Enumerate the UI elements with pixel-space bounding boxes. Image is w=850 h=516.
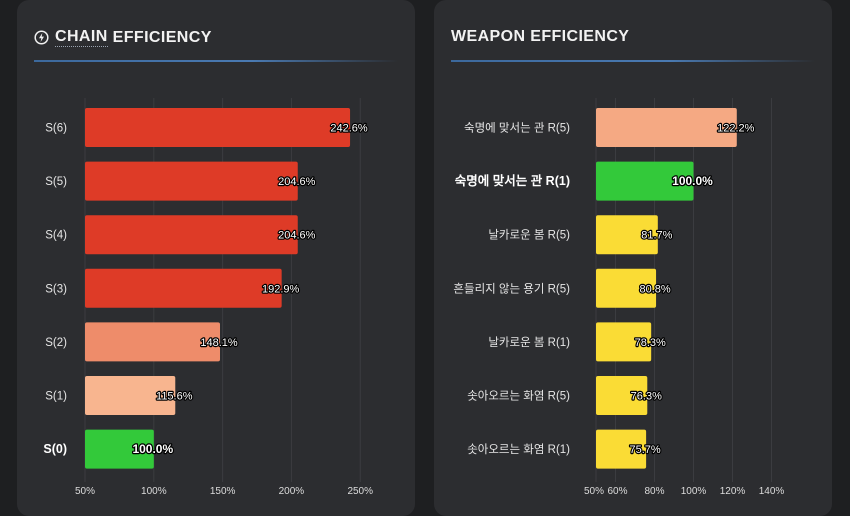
x-tick-label: 50% (584, 486, 604, 497)
value-label: 204.6% (278, 230, 316, 242)
x-tick-label: 140% (759, 486, 785, 497)
x-tick-label: 60% (607, 486, 627, 497)
value-label: 148.1% (200, 337, 238, 349)
chain-title-prefix[interactable]: CHAIN (55, 28, 108, 47)
value-label: 115.6% (156, 391, 193, 403)
bar[interactable] (596, 322, 652, 362)
chain-efficiency-panel: CHAIN EFFICIENCY 50% 100% 150% 200% 250% S(6)… (17, 0, 415, 516)
weapon-title-underline (451, 60, 815, 62)
x-tick-label: 80% (644, 486, 664, 497)
value-label: 204.6% (278, 176, 316, 188)
x-tick-label: 100% (681, 486, 707, 497)
category-label: 숙명에 맞서는 관 R(1) (455, 173, 570, 188)
value-label: 100.0% (672, 174, 713, 188)
bar[interactable] (85, 215, 298, 255)
weapon-panel-title: WEAPON EFFICIENCY (451, 28, 630, 45)
category-label: S(6) (45, 123, 67, 135)
chain-title-rest: EFFICIENCY (112, 28, 212, 46)
value-label: 81.7% (641, 230, 672, 242)
bar[interactable] (85, 108, 351, 147)
bar[interactable] (85, 268, 282, 308)
lightning-bolt-icon[interactable] (34, 30, 49, 45)
chain-title-underline (34, 60, 398, 62)
bar[interactable] (85, 429, 154, 469)
weapon-efficiency-panel: WEAPON EFFICIENCY 50% 60% 80% 100% 120% 140% 숙… (434, 0, 832, 516)
value-label: 76.3% (631, 391, 662, 403)
chain-panel-title: CHAIN EFFICIENCY (34, 28, 212, 47)
x-tick-label: 200% (279, 486, 305, 497)
category-label: 날카로운 봄 R(5) (488, 229, 570, 242)
category-label: 솟아오르는 화염 R(5) (467, 390, 570, 403)
category-label: S(5) (45, 176, 67, 188)
x-tick-label: 50% (75, 486, 95, 497)
x-tick-label: 150% (210, 486, 236, 497)
x-tick-label: 120% (720, 486, 746, 497)
category-label: S(2) (45, 337, 67, 349)
bar[interactable] (596, 161, 694, 201)
value-label: 242.6% (330, 123, 368, 135)
value-label: 78.3% (635, 337, 666, 349)
category-label: 날카로운 봄 R(1) (488, 336, 570, 349)
bar[interactable] (596, 376, 648, 415)
bar[interactable] (596, 268, 657, 308)
x-tick-label: 250% (347, 486, 373, 497)
bar[interactable] (85, 161, 298, 201)
weapon-efficiency-chart: 50% 60% 80% 100% 120% 140% 숙명에 맞서는 관 R(5) 122.2… (453, 98, 785, 497)
category-label: 숙명에 맞서는 관 R(5) (464, 122, 570, 135)
value-label: 192.9% (262, 283, 300, 295)
value-label: 75.7% (630, 444, 661, 456)
bar[interactable] (85, 322, 221, 362)
value-label: 100.0% (132, 442, 173, 456)
value-label: 80.8% (639, 283, 670, 295)
category-label: S(1) (45, 391, 67, 403)
value-label: 122.2% (717, 123, 755, 135)
bar[interactable] (596, 108, 737, 147)
category-label: S(0) (43, 442, 67, 456)
category-label: S(4) (45, 230, 67, 242)
bar[interactable] (596, 429, 647, 469)
x-tick-label: 100% (141, 486, 167, 497)
category-label: 흔들리지 않는 용기 R(5) (453, 282, 570, 295)
bar[interactable] (596, 215, 658, 255)
category-label: S(3) (45, 283, 67, 295)
bar[interactable] (85, 376, 176, 415)
chain-efficiency-chart: 50% 100% 150% 200% 250% S(6) 242.6% S(5) 204.6% S… (43, 98, 373, 497)
category-label: 솟아오르는 화염 R(1) (467, 443, 570, 456)
